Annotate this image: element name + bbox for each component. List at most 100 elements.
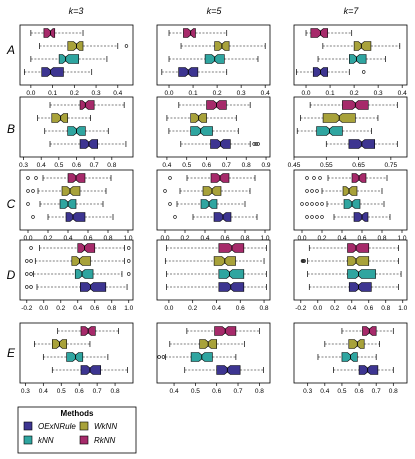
x-tick-label: 0.6 (220, 235, 229, 242)
legend-label-knn: kNN (38, 436, 54, 445)
x-tick-label: 0.1 (48, 90, 57, 97)
x-tick-label: 0.2 (70, 90, 79, 97)
outlier-point (29, 272, 33, 276)
legend-title: Methods (61, 409, 94, 418)
box-knn (347, 269, 376, 279)
x-tick-label: 0.0 (39, 305, 48, 312)
row-label: E (7, 346, 16, 360)
x-tick-label: 0.2 (188, 305, 197, 312)
panel-frame (156, 322, 271, 384)
x-tick-label: 0.6 (202, 162, 211, 169)
panel-frame (156, 169, 271, 231)
panel: 0.0 0.1 0.2 0.3 0.4 (156, 24, 271, 97)
x-tick-label: 0.6 (355, 388, 364, 395)
box-wknn (67, 41, 84, 51)
panel-frame (19, 239, 134, 301)
outlier-point (315, 202, 319, 206)
outlier-point (302, 259, 306, 263)
x-tick-label: 0.0 (164, 90, 173, 97)
outlier-point (127, 272, 131, 276)
box-knn (190, 126, 213, 136)
x-tick-label: 0.1 (189, 90, 198, 97)
outlier-point (300, 202, 304, 206)
x-tick-label: 0.8 (381, 305, 390, 312)
box-rknn (43, 28, 56, 38)
outlier-point (320, 202, 324, 206)
box-oexnrule (353, 212, 369, 222)
outlier-point (31, 215, 35, 219)
box-oexnrule (213, 212, 232, 222)
x-tick-label: 0.8 (111, 388, 120, 395)
outlier-point (157, 355, 161, 359)
box-wknn (348, 339, 365, 349)
box-oexnrule (41, 67, 64, 77)
panel: 0.0 0.2 0.4 0.6 0.8 (156, 239, 271, 312)
outlier-point (25, 272, 29, 276)
row-label: B (7, 122, 15, 136)
x-tick-label: 0.4 (212, 305, 221, 312)
x-tick-label: 0.45 (288, 162, 301, 169)
outlier-point (320, 215, 324, 219)
x-tick-label: 0.8 (389, 388, 398, 395)
box-knn (74, 269, 94, 279)
outlier-point (315, 215, 319, 219)
panel-frame (293, 24, 408, 86)
box-rknn (183, 28, 196, 38)
x-tick-label: 1.0 (260, 235, 269, 242)
x-tick-label: 1.0 (398, 305, 407, 312)
x-tick-label: 0.2 (180, 235, 189, 242)
x-tick-label: 0.3 (19, 162, 28, 169)
x-tick-label: 0.8 (255, 388, 264, 395)
legend-frame (17, 406, 137, 454)
outlier-point (168, 202, 172, 206)
legend-swatch-wknn (79, 421, 89, 431)
box-rknn (79, 100, 95, 110)
outlier-point (25, 285, 29, 289)
x-tick-label: 0.4 (398, 90, 407, 97)
box-knn (218, 269, 245, 279)
outlier-point (161, 355, 166, 359)
x-tick-label: 0.3 (21, 388, 30, 395)
x-tick-label: 0.5 (182, 162, 191, 169)
x-tick-label: 0.0 (160, 235, 169, 242)
x-tick-label: 0.4 (347, 305, 356, 312)
panel-frame (19, 24, 134, 86)
x-tick-label: 0.7 (233, 388, 242, 395)
x-tick-label: 0.4 (162, 162, 171, 169)
panel-frame (19, 96, 134, 158)
x-tick-label: 0.3 (92, 90, 101, 97)
panel-frame (293, 322, 408, 384)
x-tick-label: 0.1 (326, 90, 335, 97)
panels: 0.0 0.1 0.2 0.3 0.4 0.0 0.1 0.2 0.3 0.4 0.0 0.1 0.2 0… (19, 24, 408, 395)
box-wknn (342, 186, 358, 196)
x-tick-label: 0.4 (63, 235, 72, 242)
outlier-point (252, 142, 256, 146)
box-rknn (310, 28, 328, 38)
x-tick-label: 0.7 (90, 162, 99, 169)
box-oexnrule (216, 365, 241, 375)
outlier-point (305, 189, 309, 193)
panel: 0.0 0.1 0.2 0.3 0.4 (293, 24, 408, 97)
column-titles: k=3 k=5 k=7 (69, 6, 360, 16)
x-tick-label: 0.6 (364, 305, 373, 312)
outlier-point (26, 189, 30, 193)
x-tick-label: 0.5 (57, 388, 66, 395)
box-wknn (347, 256, 370, 266)
x-tick-label: 0.8 (107, 305, 116, 312)
panel-frame (19, 169, 134, 231)
x-tick-label: 0.2 (56, 305, 65, 312)
x-tick-label: 0.6 (236, 305, 245, 312)
panel-frame (293, 169, 408, 231)
box-oexnrule (358, 365, 379, 375)
x-tick-label: 0.7 (93, 388, 102, 395)
outlier-point (168, 176, 172, 180)
box-oexnrule (80, 365, 102, 375)
outlier-point (254, 142, 258, 146)
x-tick-label: 0.4 (170, 388, 179, 395)
row-label: A (6, 43, 15, 57)
panel: 0.45 0.55 0.65 0.75 (288, 96, 408, 169)
panel: 0.3 0.4 0.5 0.6 0.7 0.8 (19, 322, 134, 395)
column-title: k=5 (207, 6, 223, 16)
box-rknn (218, 243, 245, 253)
